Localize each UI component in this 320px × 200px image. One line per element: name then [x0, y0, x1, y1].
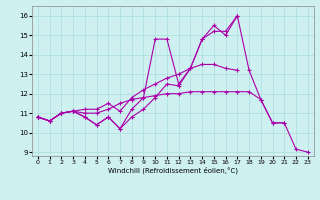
- X-axis label: Windchill (Refroidissement éolien,°C): Windchill (Refroidissement éolien,°C): [108, 167, 238, 174]
